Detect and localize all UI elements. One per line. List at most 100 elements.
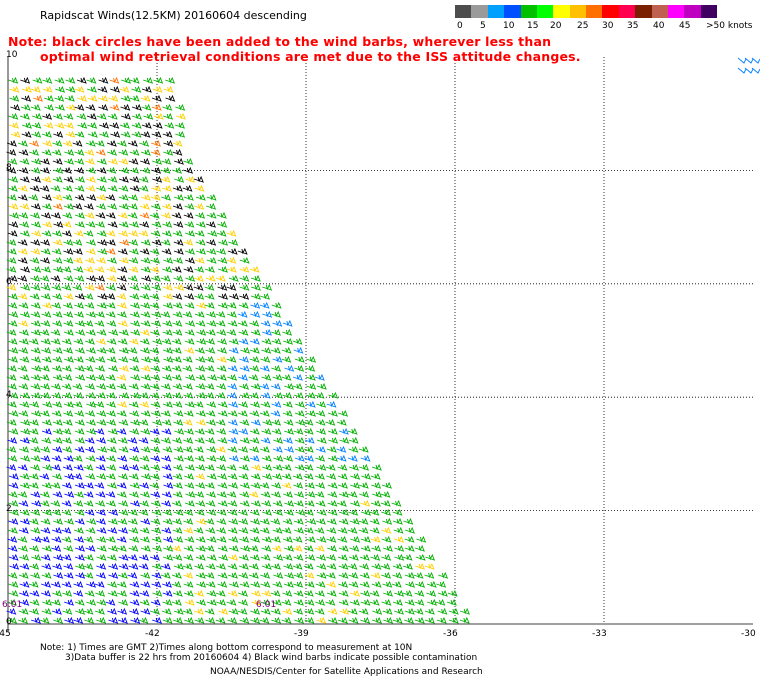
wind-barb: [41, 562, 52, 570]
wind-barb: [350, 589, 360, 597]
wind-barb: [75, 607, 86, 615]
wind-barb: [383, 544, 393, 552]
wind-barb: [52, 418, 63, 426]
wind-barb: [359, 580, 370, 588]
wind-barb: [141, 103, 152, 111]
wind-barb: [250, 499, 261, 507]
wind-barb: [44, 103, 54, 111]
wind-barb: [39, 616, 50, 624]
wind-barb: [95, 220, 105, 228]
wind-barb: [94, 580, 105, 588]
legend-label: 20: [550, 21, 562, 31]
wind-barb: [369, 526, 380, 534]
wind-barb: [94, 139, 105, 147]
wind-barb: [205, 409, 216, 417]
wind-barb: [405, 526, 415, 534]
wind-barb: [149, 391, 160, 399]
wind-barb: [218, 265, 228, 273]
wind-barb: [6, 463, 17, 471]
wind-barb: [165, 76, 176, 84]
wind-barb: [63, 310, 74, 318]
wind-barb: [105, 535, 116, 543]
wind-barb: [303, 508, 314, 516]
wind-barb: [261, 373, 272, 381]
wind-barb: [425, 553, 436, 561]
wind-barb: [72, 247, 83, 255]
wind-barb: [237, 607, 248, 615]
wind-barb: [106, 499, 116, 507]
wind-barb: [128, 544, 139, 552]
wind-barb: [127, 571, 138, 579]
wind-speed-color-legend: [455, 5, 717, 18]
wind-barb: [86, 193, 97, 201]
wind-barb: [262, 328, 272, 336]
wind-barb: [30, 310, 41, 318]
wind-barb: [95, 589, 106, 597]
wind-barb: [217, 571, 228, 579]
wind-barb: [206, 220, 216, 228]
wind-barb: [61, 337, 72, 345]
wind-barb: [361, 472, 372, 480]
wind-barb: [30, 211, 40, 219]
wind-barb: [140, 193, 151, 201]
wind-barb: [303, 445, 314, 453]
wind-barb: [227, 364, 238, 372]
wind-barb: [316, 382, 327, 390]
wind-barb: [53, 220, 64, 228]
wind-barb: [161, 364, 172, 372]
wind-barb: [42, 112, 53, 120]
wind-barb: [108, 571, 119, 579]
wind-barb: [40, 247, 51, 255]
wind-barb: [95, 454, 106, 462]
wind-barb: [305, 553, 316, 561]
wind-barb: [143, 76, 154, 84]
wind-barb: [272, 445, 283, 453]
wind-barb: [171, 211, 182, 219]
wind-barb: [41, 211, 51, 219]
wind-barb: [63, 238, 74, 246]
wind-barb: [118, 229, 129, 237]
wind-barb: [84, 337, 95, 345]
wind-barb: [217, 256, 228, 264]
wind-barb: [338, 571, 349, 579]
wind-barb: [239, 364, 250, 372]
contamination-note-line1: Note: black circles have been added to t…: [8, 34, 552, 49]
wind-barb: [116, 373, 127, 381]
wind-barb: [217, 220, 228, 228]
wind-barb: [128, 247, 139, 255]
wind-barb: [52, 112, 63, 120]
wind-barb: [162, 319, 173, 327]
wind-barb: [271, 328, 281, 336]
wind-barb: [403, 517, 414, 525]
wind-barb: [194, 184, 205, 192]
wind-barb: [84, 211, 95, 219]
wind-barb: [171, 499, 182, 507]
wind-barb: [130, 301, 141, 309]
wind-barb: [7, 526, 18, 534]
legend-label: 15: [527, 21, 539, 31]
wind-barb: [118, 157, 129, 165]
wind-barb: [292, 562, 303, 570]
wind-barb: [327, 427, 338, 435]
wind-barb: [195, 211, 206, 219]
wind-barb: [110, 130, 121, 138]
wind-barb: [51, 607, 62, 615]
wind-barb: [17, 238, 28, 246]
wind-barb: [227, 562, 238, 570]
wind-barb: [250, 301, 261, 309]
wind-barb: [282, 409, 293, 417]
wind-barb: [7, 544, 18, 552]
wind-barb: [39, 364, 50, 372]
wind-barb: [117, 436, 128, 444]
wind-barb: [184, 292, 195, 300]
wind-barb: [284, 382, 294, 390]
wind-barb: [94, 283, 105, 291]
wind-barb: [260, 607, 271, 615]
wind-barb: [162, 301, 173, 309]
time-label: 6:01: [256, 600, 277, 610]
wind-barb: [249, 454, 260, 462]
wind-barb: [17, 247, 28, 255]
wind-barb: [51, 535, 62, 543]
wind-barb: [30, 85, 41, 93]
wind-barb: [435, 598, 446, 606]
